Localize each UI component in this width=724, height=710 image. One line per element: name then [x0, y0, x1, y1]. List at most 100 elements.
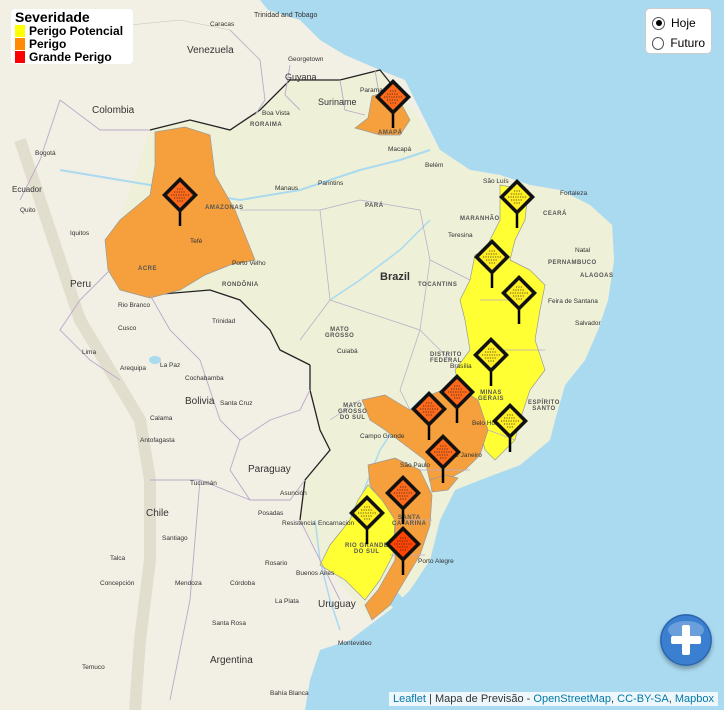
radio-futuro[interactable]: Futuro: [652, 33, 705, 53]
label-la-plata: La Plata: [275, 598, 299, 605]
label-suriname: Suriname: [318, 97, 357, 107]
attribution-sep: ,: [611, 693, 618, 705]
label-brasilia: Brasília: [450, 363, 472, 370]
label-cuiaba: Cuiabá: [337, 348, 358, 355]
label-porto-velho: Porto Velho: [232, 260, 266, 267]
warning-sign-icon[interactable]: [490, 402, 530, 454]
label-rio-branco: Rio Branco: [118, 302, 151, 309]
label-lima: Lima: [82, 349, 97, 356]
warning-sign-icon[interactable]: [160, 176, 200, 228]
label-iquitos: Iquitos: [70, 230, 90, 237]
label-bahia-blanca: Bahía Blanca: [270, 690, 309, 697]
label-porto-alegre: Porto Alegre: [418, 558, 454, 565]
leaflet-link[interactable]: Leaflet: [392, 693, 426, 705]
label-bogota: Bogotá: [35, 150, 56, 157]
label-sao-paulo: São Paulo: [400, 462, 430, 469]
label-posadas: Posadas: [258, 510, 284, 517]
label-bolivia: Bolivia: [185, 396, 215, 407]
label-pernambuco: PERNAMBUCO: [548, 260, 597, 266]
warning-sign-icon[interactable]: [373, 78, 413, 130]
attribution-text: | Mapa de Previsão -: [425, 693, 534, 705]
label-resistencia: Resistencia: [282, 520, 316, 527]
label-cusco: Cusco: [118, 325, 137, 332]
label-santa-cruz: Santa Cruz: [220, 400, 253, 407]
legend-title: Severidade: [15, 9, 90, 25]
legend-item-grande-perigo: Grande Perigo: [15, 49, 129, 64]
legend-label: Grande Perigo: [29, 49, 112, 64]
label-minas-gerais: MINAS GERAIS: [478, 390, 505, 402]
label-arequipa: Arequipa: [120, 365, 147, 372]
radio-hoje-control[interactable]: [652, 16, 665, 30]
zoom-in-button[interactable]: [660, 614, 712, 666]
label-campo-grande: Campo Grande: [360, 433, 405, 440]
label-ecuador: Ecuador: [12, 185, 42, 194]
label-uruguay: Uruguay: [318, 599, 356, 610]
radio-hoje-label[interactable]: Hoje: [671, 16, 696, 30]
label-trinidad: Trinidad and Tobago: [254, 12, 318, 19]
label-paramaribo: Paramaribo: [360, 87, 394, 94]
label-rio: Rio de Janeiro: [440, 452, 482, 459]
label-espirito-santo: ESPÍRITO SANTO: [528, 400, 560, 412]
warning-sign-icon[interactable]: [497, 178, 537, 230]
map-attribution: Leaflet | Mapa de Previsão - OpenStreetM…: [388, 692, 718, 706]
warning-sign-icon[interactable]: [471, 336, 511, 388]
period-selector: Hoje Futuro: [645, 8, 712, 54]
warning-sign-icon[interactable]: [383, 525, 423, 577]
label-parintins: Parintins: [318, 180, 344, 187]
label-trinidad-bo: Trinidad: [212, 318, 236, 325]
warning-sign-icon[interactable]: [423, 433, 463, 485]
legend-item-perigo-potencial: Perigo Potencial: [15, 23, 129, 38]
label-teresina: Teresina: [448, 232, 473, 239]
radio-futuro-control[interactable]: [652, 36, 665, 50]
label-argentina: Argentina: [210, 655, 253, 666]
label-chile: Chile: [146, 508, 169, 519]
label-natal: Natal: [575, 247, 591, 254]
warning-sign-icon[interactable]: [383, 474, 423, 526]
label-roraima: RORAIMA: [250, 122, 283, 128]
label-mato-grosso: MATO GROSSO: [325, 327, 355, 339]
label-belem: Belém: [425, 162, 444, 169]
legend-swatch-orange: [15, 37, 25, 50]
warning-sign-icon[interactable]: [437, 373, 477, 425]
label-para: PARÁ: [365, 203, 384, 209]
legend-label: Perigo Potencial: [29, 23, 124, 38]
label-colombia: Colombia: [92, 105, 135, 116]
warning-sign-icon[interactable]: [409, 390, 449, 442]
attribution-sep: ,: [668, 693, 675, 705]
label-macapa: Macapá: [388, 146, 412, 153]
mapbox-link[interactable]: Mapbox: [674, 693, 714, 705]
label-santa-rosa: Santa Rosa: [212, 620, 246, 627]
radio-futuro-label[interactable]: Futuro: [670, 36, 705, 50]
label-buenos-aires: Buenos Aires: [296, 570, 335, 577]
radio-hoje[interactable]: Hoje: [652, 13, 705, 33]
plus-icon: [660, 614, 712, 666]
label-tefe: Tefé: [190, 238, 203, 245]
warning-sign-icon[interactable]: [499, 274, 539, 326]
label-feira: Feira de Santana: [548, 298, 598, 305]
label-guyana: Guyana: [285, 72, 317, 82]
severity-legend: Severidade Perigo Potencial Perigo Grand…: [11, 9, 133, 64]
legend-label: Perigo: [29, 36, 67, 51]
warning-sign-icon[interactable]: [472, 238, 512, 290]
label-rondonia: RONDÔNIA: [222, 282, 259, 288]
label-caracas: Caracas: [210, 21, 235, 28]
label-belo-horizonte: Belo Horizonte: [472, 420, 515, 427]
label-tucuman: Tucumán: [190, 480, 217, 487]
osm-link[interactable]: OpenStreetMap: [533, 693, 612, 705]
label-amapa: AMAPÁ: [378, 130, 403, 136]
label-santa-catarina: SANTA CATARINA: [392, 515, 427, 527]
label-manaus: Manaus: [275, 185, 299, 192]
legend-swatch-red: [15, 50, 25, 63]
license-link[interactable]: CC-BY-SA: [617, 693, 669, 705]
label-encarnacion: Encarnación: [318, 520, 355, 527]
label-amazonas: AMAZONAS: [205, 205, 244, 211]
label-asuncion: Asunción: [280, 490, 307, 497]
label-rosario: Rosario: [265, 560, 288, 567]
label-salvador: Salvador: [575, 320, 601, 327]
label-concepcion: Concepción: [100, 580, 135, 587]
legend-swatch-yellow: [15, 24, 25, 37]
label-paraguay: Paraguay: [248, 464, 291, 475]
warning-sign-icon[interactable]: [347, 494, 387, 546]
label-distrito-federal: DISTRITO FEDERAL: [430, 352, 462, 364]
